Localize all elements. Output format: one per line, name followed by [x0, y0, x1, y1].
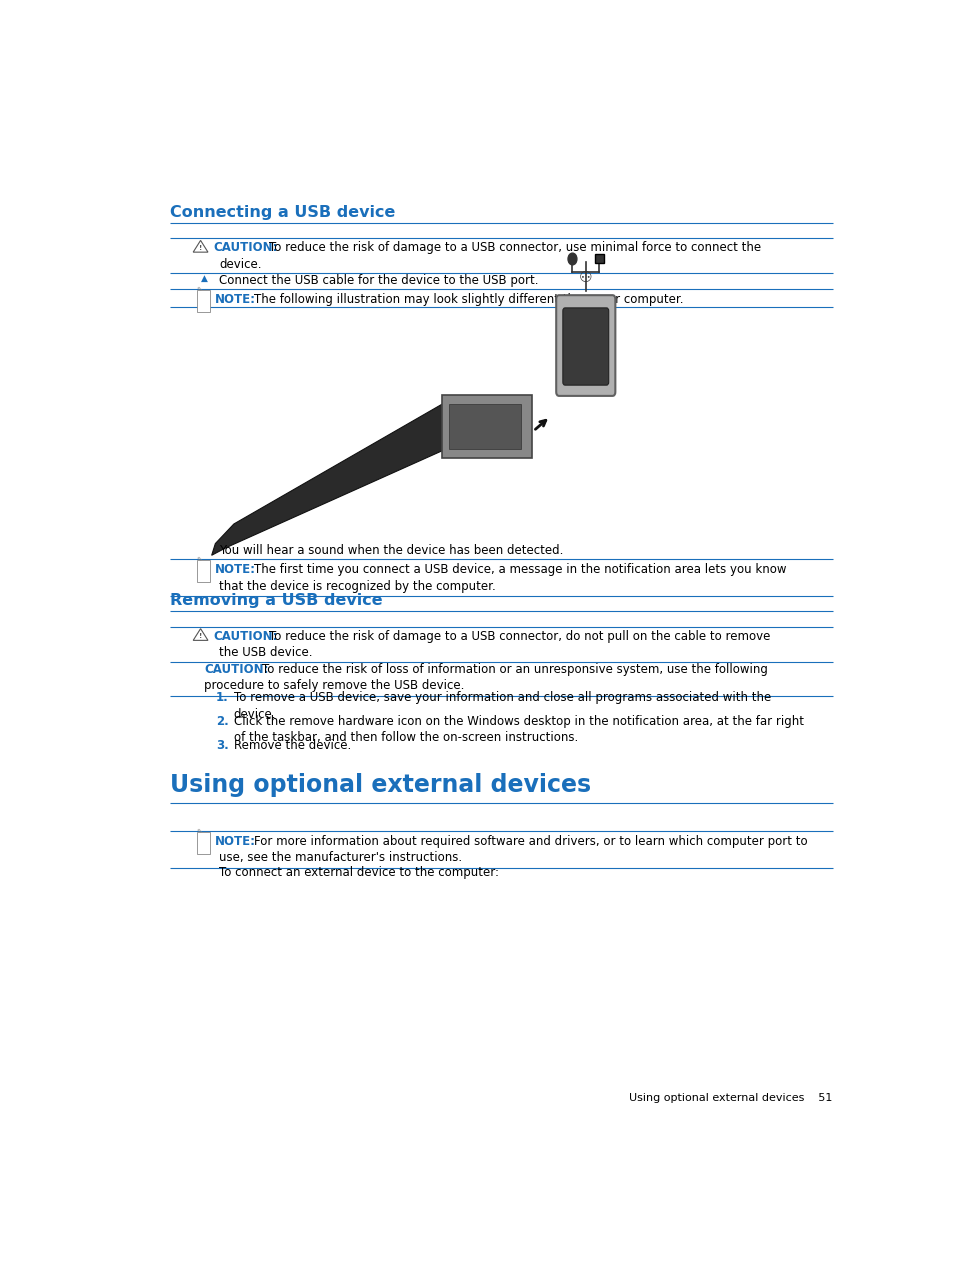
Text: 2.: 2.	[216, 715, 229, 728]
Text: 1.: 1.	[216, 691, 229, 705]
Text: NOTE:: NOTE:	[214, 293, 255, 306]
Text: Remove the device.: Remove the device.	[233, 739, 351, 752]
Text: The first time you connect a USB device, a message in the notification area lets: The first time you connect a USB device,…	[253, 563, 785, 577]
Text: To reduce the risk of loss of information or an unresponsive system, use the fol: To reduce the risk of loss of informatio…	[262, 663, 767, 676]
Text: of the taskbar, and then follow the on-screen instructions.: of the taskbar, and then follow the on-s…	[233, 732, 578, 744]
Text: ✎: ✎	[196, 286, 202, 292]
FancyBboxPatch shape	[197, 291, 210, 312]
Text: use, see the manufacturer's instructions.: use, see the manufacturer's instructions…	[219, 851, 461, 865]
Text: ⏻: ⏻	[575, 319, 587, 338]
Polygon shape	[212, 403, 444, 555]
Text: Connecting a USB device: Connecting a USB device	[170, 206, 395, 220]
Text: To remove a USB device, save your information and close all programs associated : To remove a USB device, save your inform…	[233, 691, 770, 705]
Text: CAUTION:: CAUTION:	[213, 241, 277, 254]
Text: Connect the USB cable for the device to the USB port.: Connect the USB cable for the device to …	[219, 273, 538, 287]
Text: ☄: ☄	[573, 302, 589, 320]
Text: To connect an external device to the computer:: To connect an external device to the com…	[219, 866, 498, 879]
Text: Using optional external devices    51: Using optional external devices 51	[629, 1093, 832, 1102]
FancyBboxPatch shape	[562, 307, 608, 385]
Text: that the device is recognized by the computer.: that the device is recognized by the com…	[219, 579, 496, 593]
Text: device.: device.	[233, 707, 276, 720]
Text: 3.: 3.	[216, 739, 229, 752]
Text: Click the remove hardware icon on the Windows desktop in the notification area, : Click the remove hardware icon on the Wi…	[233, 715, 803, 728]
Text: ✎: ✎	[196, 556, 202, 563]
Text: NOTE:: NOTE:	[214, 834, 255, 848]
Text: !: !	[199, 632, 202, 639]
FancyBboxPatch shape	[197, 832, 210, 853]
Circle shape	[567, 253, 577, 265]
Text: ▲: ▲	[200, 273, 207, 283]
Text: To reduce the risk of damage to a USB connector, use minimal force to connect th: To reduce the risk of damage to a USB co…	[269, 241, 760, 254]
Text: the USB device.: the USB device.	[219, 646, 313, 659]
Text: Removing a USB device: Removing a USB device	[170, 593, 382, 608]
Text: !: !	[199, 245, 202, 250]
Text: The following illustration may look slightly different than your computer.: The following illustration may look slig…	[253, 293, 682, 306]
Text: To reduce the risk of damage to a USB connector, do not pull on the cable to rem: To reduce the risk of damage to a USB co…	[269, 630, 770, 643]
Text: ⚇: ⚇	[578, 271, 592, 284]
FancyBboxPatch shape	[556, 295, 615, 396]
Text: ♥: ♥	[482, 419, 491, 429]
FancyBboxPatch shape	[442, 395, 531, 457]
Text: NOTE:: NOTE:	[214, 563, 255, 577]
Text: CAUTION:: CAUTION:	[213, 630, 277, 643]
Text: procedure to safely remove the USB device.: procedure to safely remove the USB devic…	[204, 679, 464, 692]
Text: CAUTION:: CAUTION:	[204, 663, 269, 676]
Text: ✎: ✎	[196, 828, 202, 834]
Text: For more information about required software and drivers, or to learn which comp: For more information about required soft…	[253, 834, 806, 848]
Text: device.: device.	[219, 258, 261, 271]
Text: You will hear a sound when the device has been detected.: You will hear a sound when the device ha…	[219, 544, 563, 556]
FancyBboxPatch shape	[197, 560, 210, 582]
FancyBboxPatch shape	[594, 254, 603, 263]
FancyBboxPatch shape	[449, 404, 520, 448]
Text: Using optional external devices: Using optional external devices	[170, 773, 590, 798]
